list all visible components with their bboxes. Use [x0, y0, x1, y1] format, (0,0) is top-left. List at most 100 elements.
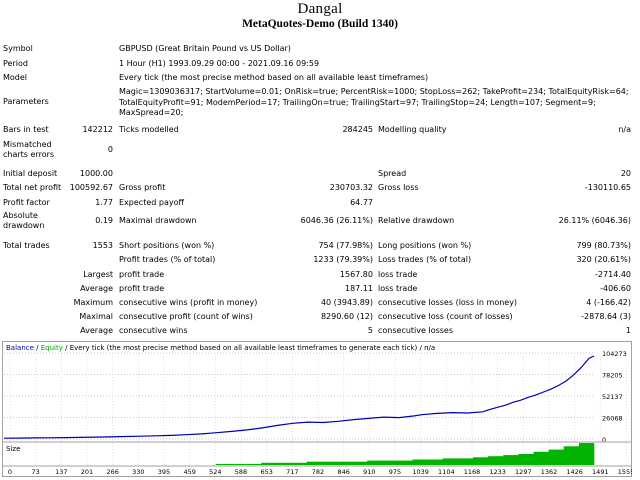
maximal-cons-loss-value: -2878.64 (3) [581, 312, 631, 321]
max-cons-wins-label: consecutive wins (profit in money) [119, 298, 258, 307]
size-bar [321, 461, 338, 465]
server-build: MetaQuotes-Demo (Build 1340) [242, 18, 398, 30]
x-tick-label: 1039 [412, 468, 429, 476]
maximal-label: Maximal [79, 312, 113, 321]
size-bar [230, 463, 247, 465]
bars-value: 142212 [82, 125, 113, 134]
profit-trades-label: Profit trades (% of total) [119, 255, 216, 264]
mismatch-value: 0 [107, 145, 113, 154]
quality-label: Modelling quality [378, 125, 447, 134]
y-tick-label: 104273 [602, 350, 627, 358]
report-title: Dangal [297, 1, 343, 17]
mismatch-label-2: charts errors [3, 150, 55, 159]
max-drawdown-label: Maximal drawdown [119, 216, 197, 225]
size-bar [412, 459, 428, 465]
x-tick-label: 1555 [618, 468, 632, 476]
x-tick-label: 201 [81, 468, 93, 476]
rel-drawdown-label: Relative drawdown [378, 216, 455, 225]
expected-payoff-value: 64.77 [350, 198, 373, 207]
abs-drawdown-value: 0.19 [95, 216, 113, 225]
legend-sep: / [36, 344, 41, 352]
avg-cons-losses-value: 1 [625, 326, 631, 335]
model-label: Model [3, 73, 28, 82]
average-profit-value: 187.11 [345, 284, 373, 293]
max-cons-losses-label: consecutive losses (loss in money) [378, 298, 518, 307]
y-tick-label: 52137 [602, 393, 623, 401]
x-tick-label: 782 [312, 468, 324, 476]
legend-rest: / Every tick (the most precise method ba… [65, 344, 435, 352]
size-bar [291, 462, 307, 465]
short-positions-value: 754 (77.98%) [318, 241, 373, 250]
x-tick-label: 975 [389, 468, 401, 476]
quality-value: n/a [618, 125, 631, 134]
x-tick-label: 588 [235, 468, 247, 476]
largest-profit-value: 1567.80 [339, 270, 373, 279]
maximum-label: Maximum [73, 298, 113, 307]
size-bar [457, 458, 474, 465]
x-tick-label: 266 [106, 468, 118, 476]
x-tick-label: 1168 [464, 468, 481, 476]
period-value: 1 Hour (H1) 1993.09.29 00:00 - 2021.09.1… [119, 59, 320, 68]
x-tick-label: 1491 [592, 468, 609, 476]
profit-trades-value: 1233 (79.39%) [313, 255, 373, 264]
x-tick-label: 1297 [515, 468, 532, 476]
size-bar [503, 455, 519, 465]
y-tick-label: 26068 [602, 415, 623, 423]
abs-drawdown-label-1: Absolute [3, 211, 38, 220]
model-value: Every tick (the most precise method base… [119, 73, 429, 82]
largest-label: Largest [83, 270, 113, 279]
x-tick-label: 1426 [566, 468, 583, 476]
y-tick-label: 78205 [602, 371, 623, 379]
avg-cons-wins-label: consecutive wins [119, 326, 188, 335]
largest-profit-label: profit trade [119, 270, 165, 279]
size-bar [488, 456, 504, 465]
short-positions-label: Short positions (won %) [119, 241, 215, 250]
ticks-label: Ticks modelled [119, 125, 179, 134]
size-bar [246, 463, 262, 465]
gross-loss-value: -130110.65 [584, 183, 631, 192]
gross-loss-label: Gross loss [378, 183, 419, 192]
size-panel-bars [215, 443, 595, 465]
rel-drawdown-value: 26.11% (6046.36) [558, 216, 631, 225]
avg-cons-wins-value: 5 [367, 326, 373, 335]
size-bar [427, 459, 443, 465]
deposit-label: Initial deposit [3, 169, 58, 178]
max-cons-losses-value: 4 (-166.42) [586, 298, 631, 307]
x-tick-label: 1362 [541, 468, 558, 476]
size-bar [578, 443, 595, 465]
maximal-cons-profit-label: consecutive profit (count of wins) [119, 312, 253, 321]
size-bar [563, 446, 580, 465]
x-tick-label: 459 [183, 468, 195, 476]
bars-label: Bars in test [3, 125, 49, 134]
size-panel-label: Size [6, 445, 20, 453]
legend-balance: Balance [6, 344, 34, 352]
abs-drawdown-label-2: drawdown [3, 221, 45, 230]
x-tick-label: 910 [363, 468, 375, 476]
maximal-cons-profit-value: 8290.60 (12) [320, 312, 373, 321]
gross-profit-label: Gross profit [119, 183, 166, 192]
max-drawdown-value: 6046.36 (26.11%) [300, 216, 373, 225]
legend-equity: Equity [41, 344, 63, 352]
x-tick-label: 653 [260, 468, 272, 476]
x-tick-label: 524 [209, 468, 221, 476]
ticks-value: 284245 [342, 125, 373, 134]
x-tick-label: 73 [32, 468, 40, 476]
x-tick-label: 717 [286, 468, 298, 476]
size-bar [367, 460, 383, 465]
average-cons-label: Average [80, 326, 113, 335]
spread-value: 20 [620, 169, 631, 178]
parameters-label: Parameters [3, 97, 49, 106]
size-bar [261, 462, 277, 465]
y-tick-label: 0 [602, 436, 606, 444]
size-bar [397, 460, 413, 465]
x-tick-label: 137 [55, 468, 67, 476]
loss-trades-value: 320 (20.61%) [576, 255, 631, 264]
parameters-line-3: MaxSpread=20; [119, 108, 184, 117]
long-positions-value: 799 (80.73%) [576, 241, 631, 250]
size-bar [351, 461, 368, 465]
gross-profit-value: 230703.32 [329, 183, 373, 192]
size-bar [382, 460, 398, 465]
parameters-line-1: Magic=1309036317; StartVolume=0.01; OnRi… [119, 87, 629, 96]
size-bar [548, 449, 564, 465]
profit-factor-label: Profit factor [3, 198, 50, 207]
